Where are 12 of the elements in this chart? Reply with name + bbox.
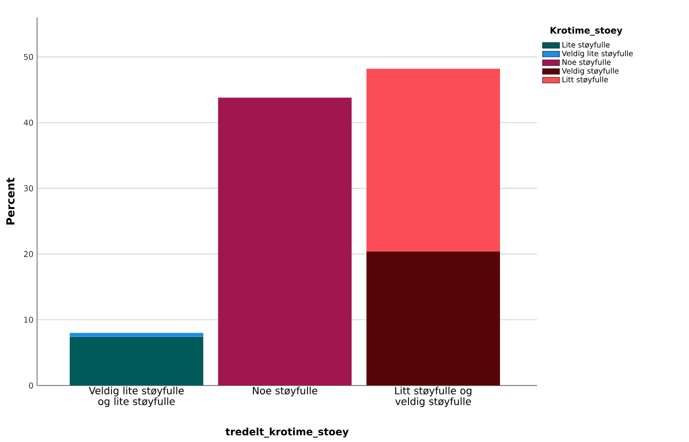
x-tick-label: Veldig lite støyfulle og lite støyfulle	[88, 386, 184, 408]
y-tick-label: 30	[24, 185, 34, 192]
y-tick-label: 10	[24, 316, 34, 323]
y-tick-label: 50	[24, 54, 34, 60]
y-tick-label: 40	[24, 120, 34, 126]
y-tick-label: 0	[29, 382, 34, 388]
legend-title: Krotime_stoey	[550, 26, 622, 36]
x-axis-title: tredelt_krotime_stoey	[226, 428, 349, 438]
x-tick-label: Noe støyfulle	[252, 386, 318, 396]
y-tick-label: 20	[24, 251, 34, 258]
x-tick-label: Litt støyfulle og veldig støyfulle	[395, 386, 472, 408]
y-axis-title: Percent	[6, 178, 15, 224]
